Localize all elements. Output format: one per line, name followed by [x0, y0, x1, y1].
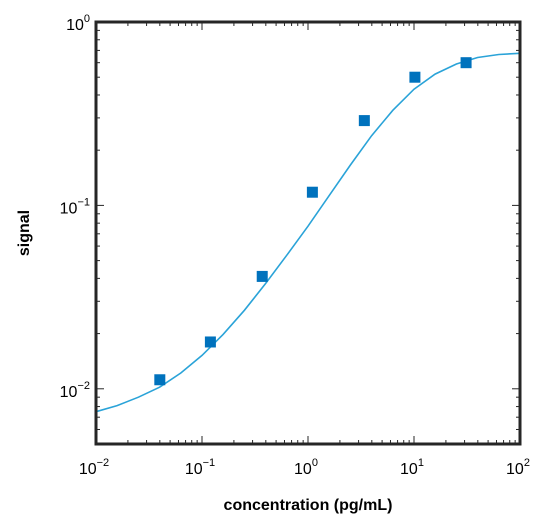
- x-tick-labels: 10−2 10−1 100 101 102: [79, 457, 530, 478]
- data-point-marker: [460, 57, 472, 69]
- data-point-marker: [154, 374, 166, 386]
- data-point-marker: [204, 336, 216, 348]
- data-point-marker: [358, 115, 370, 127]
- x-tick-label: 101: [400, 457, 424, 478]
- y-axis-label: signal: [16, 210, 33, 256]
- data-point-marker: [409, 71, 421, 83]
- x-axis-label: concentration (pg/mL): [224, 497, 393, 514]
- x-tick-label: 100: [294, 457, 318, 478]
- y-tick-label: 10−1: [60, 196, 90, 217]
- data-point-marker: [256, 270, 268, 282]
- y-tick-label: 10−2: [60, 380, 90, 401]
- plot-frame: [94, 20, 522, 446]
- fit-line: [95, 52, 521, 413]
- x-tick-label: 10−1: [185, 457, 215, 478]
- data-point-marker: [306, 186, 318, 198]
- data-markers: [154, 57, 472, 386]
- y-tick-labels: 10−2 10−1 100: [60, 13, 90, 401]
- x-tick-label: 102: [506, 457, 530, 478]
- x-tick-label: 10−2: [79, 457, 109, 478]
- fit-line-layer: [95, 52, 521, 413]
- y-tick-label: 100: [66, 13, 90, 34]
- plot-area: [96, 22, 520, 444]
